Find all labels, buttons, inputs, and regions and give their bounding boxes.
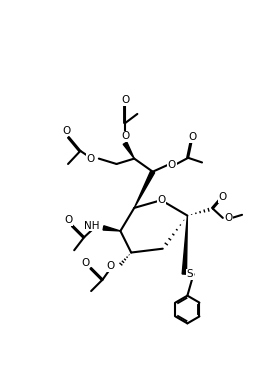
- Text: O: O: [121, 131, 129, 141]
- Text: O: O: [121, 95, 129, 105]
- Text: O: O: [168, 160, 176, 170]
- Text: O: O: [224, 213, 232, 223]
- Polygon shape: [103, 226, 120, 231]
- Text: O: O: [107, 262, 115, 272]
- Text: O: O: [65, 215, 73, 225]
- Text: O: O: [82, 257, 90, 267]
- Polygon shape: [182, 216, 187, 274]
- Text: O: O: [188, 132, 196, 142]
- Text: O: O: [157, 195, 165, 205]
- Polygon shape: [134, 171, 155, 208]
- Text: O: O: [87, 154, 95, 164]
- Text: NH: NH: [84, 221, 100, 231]
- Text: O: O: [219, 192, 227, 202]
- Text: S: S: [186, 269, 193, 279]
- Text: O: O: [62, 126, 71, 136]
- Polygon shape: [123, 142, 134, 158]
